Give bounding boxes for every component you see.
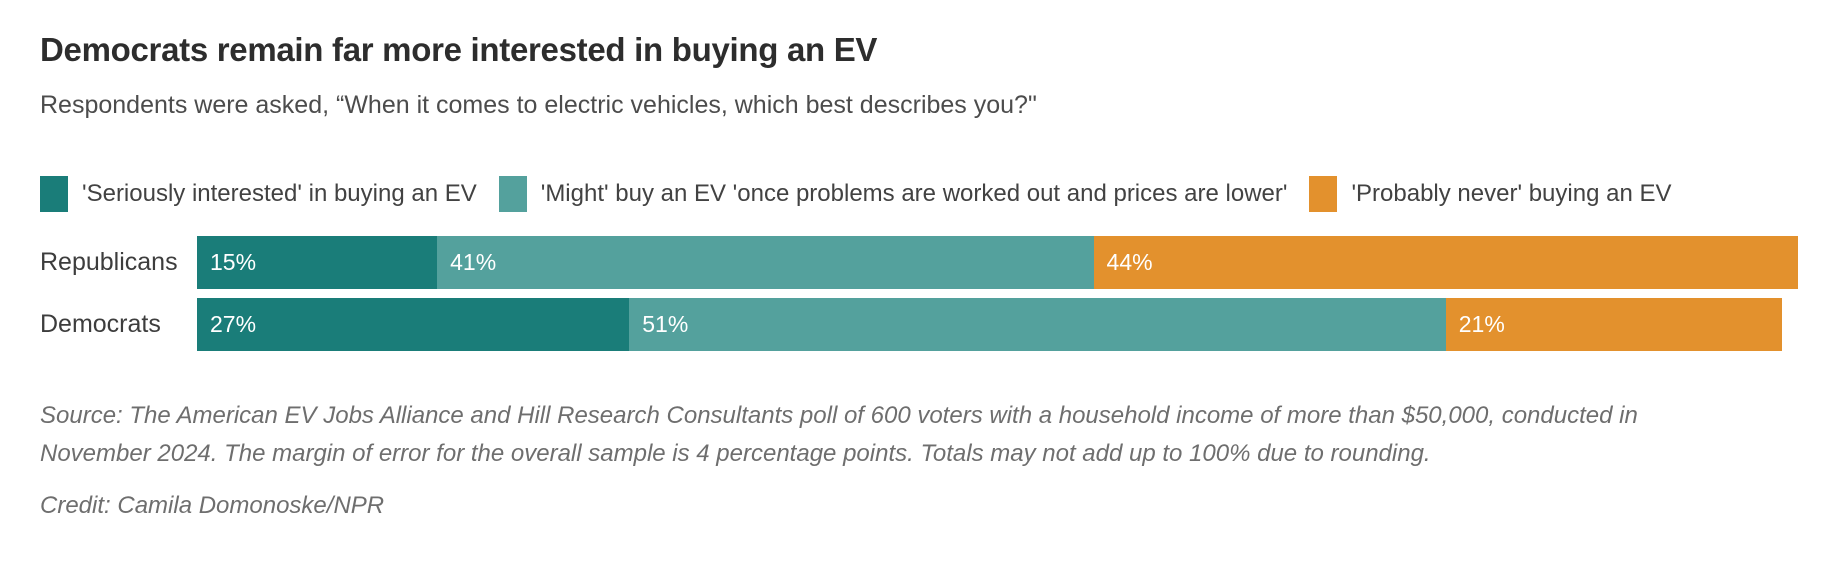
bar-track: 15% 41% 44% — [197, 236, 1798, 289]
bar-segment: 27% — [197, 298, 630, 351]
legend-item: 'Probably never' buying an EV — [1309, 176, 1671, 212]
legend-swatch — [1309, 176, 1338, 212]
bar-segment: 21% — [1445, 298, 1782, 351]
legend-item: 'Seriously interested' in buying an EV — [40, 176, 477, 212]
row-label: Republicans — [40, 248, 178, 276]
bar-segment: 41% — [437, 236, 1094, 289]
legend-item: 'Might' buy an EV 'once problems are wor… — [498, 176, 1288, 212]
row-label: Democrats — [40, 310, 161, 338]
legend-label: 'Seriously interested' in buying an EV — [82, 180, 477, 207]
bar-segment: 44% — [1093, 236, 1798, 289]
segment-value-label: 27% — [210, 311, 257, 337]
chart-subtitle: Respondents were asked, “When it comes t… — [40, 91, 1037, 119]
legend-label: 'Might' buy an EV 'once problems are wor… — [540, 180, 1288, 207]
source-line: Source: The American EV Jobs Alliance an… — [40, 402, 1638, 429]
source-line: November 2024. The margin of error for t… — [40, 440, 1431, 467]
legend: 'Seriously interested' in buying an EV 'M… — [40, 176, 1798, 212]
bar-track: 27% 51% 21% — [197, 298, 1782, 351]
segment-value-label: 21% — [1458, 311, 1505, 337]
credit-note: Credit: Camila Domonoske/NPR — [40, 492, 385, 519]
bar-row: Democrats 27% 51% 21% — [40, 298, 1798, 351]
chart-title: Democrats remain far more interested in … — [40, 31, 878, 68]
bar-segment: 15% — [197, 236, 438, 289]
source-note: Source: The American EV Jobs Alliance an… — [40, 397, 1798, 473]
segment-value-label: 41% — [450, 249, 497, 275]
legend-swatch — [498, 176, 527, 212]
segment-value-label: 15% — [210, 249, 257, 275]
bar-segment: 51% — [629, 298, 1446, 351]
chart-card: Democrats remain far more interested in … — [0, 30, 1838, 525]
segment-value-label: 44% — [1106, 249, 1153, 275]
legend-swatch — [40, 176, 68, 212]
segment-value-label: 51% — [642, 311, 689, 337]
legend-label: 'Probably never' buying an EV — [1351, 180, 1672, 207]
bar-row: Republicans 15% 41% 44% — [40, 236, 1798, 289]
stacked-bar-chart: Republicans 15% 41% 44% Democrats 27% 51% 21% — [40, 236, 1798, 351]
